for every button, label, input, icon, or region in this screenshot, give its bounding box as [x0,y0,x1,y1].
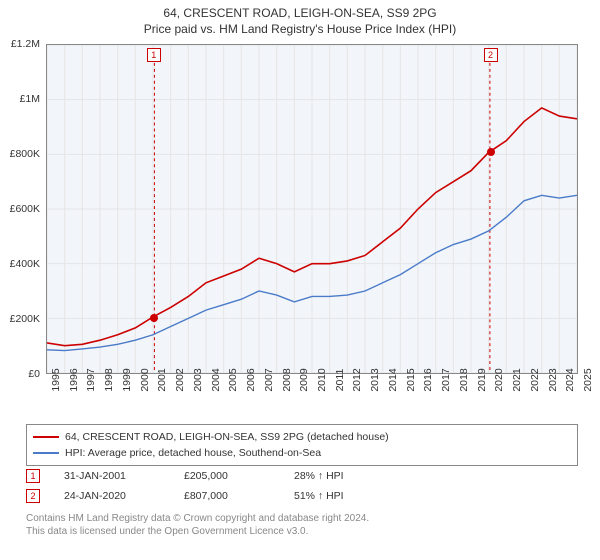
marker-badge-1: 1 [147,48,161,62]
data-point-price: £807,000 [184,490,294,502]
x-tick-label: 2015 [405,368,417,391]
data-point-row: 1 31-JAN-2001 £205,000 28% ↑ HPI [26,466,578,486]
x-tick-label: 1997 [85,368,97,391]
y-tick-label: £800K [10,148,40,160]
x-tick-label: 2011 [334,369,346,392]
data-point-row: 2 24-JAN-2020 £807,000 51% ↑ HPI [26,486,578,506]
y-tick-label: £400K [10,258,40,270]
x-tick-label: 2002 [174,368,186,391]
legend-label-hpi: HPI: Average price, detached house, Sout… [65,447,321,459]
x-tick-label: 1995 [50,368,62,391]
x-tick-label: 2005 [227,368,239,391]
y-tick-label: £0 [28,368,40,380]
x-tick-label: 2003 [192,368,204,391]
chart-plot [46,44,578,374]
legend-item-hpi: HPI: Average price, detached house, Sout… [33,445,571,461]
x-tick-label: 2018 [458,368,470,391]
x-tick-label: 2012 [351,368,363,391]
x-tick-label: 2013 [369,368,381,391]
data-points-table: 1 31-JAN-2001 £205,000 28% ↑ HPI 2 24-JA… [26,466,578,506]
data-point-hpi: 51% ↑ HPI [294,490,404,502]
y-tick-label: £1M [20,93,40,105]
x-tick-label: 1996 [68,368,80,391]
x-tick-label: 1999 [121,368,133,391]
x-tick-label: 2004 [210,368,222,391]
x-tick-label: 2021 [511,368,523,391]
x-axis-labels: 1995199619971998199920002001200220032004… [46,376,578,420]
data-point-date: 24-JAN-2020 [64,490,184,502]
legend-label-property: 64, CRESCENT ROAD, LEIGH-ON-SEA, SS9 2PG… [65,431,389,443]
x-tick-label: 2007 [263,368,275,391]
footer-attribution: Contains HM Land Registry data © Crown c… [26,512,578,538]
data-point-price: £205,000 [184,470,294,482]
x-tick-label: 2023 [547,368,559,391]
x-tick-label: 2014 [387,368,399,391]
chart-subtitle: Price paid vs. HM Land Registry's House … [0,22,600,36]
marker-dot-1 [150,314,158,322]
marker-badge-2: 2 [484,48,498,62]
x-tick-label: 2000 [139,368,151,391]
x-tick-label: 1998 [103,368,115,391]
legend-swatch-property [33,436,59,438]
legend: 64, CRESCENT ROAD, LEIGH-ON-SEA, SS9 2PG… [26,424,578,466]
x-tick-label: 2009 [298,368,310,391]
x-tick-label: 2008 [281,368,293,391]
x-tick-label: 2001 [156,368,168,391]
x-tick-label: 2019 [476,368,488,391]
data-point-hpi: 28% ↑ HPI [294,470,404,482]
chart-title: 64, CRESCENT ROAD, LEIGH-ON-SEA, SS9 2PG [0,6,600,20]
legend-item-property: 64, CRESCENT ROAD, LEIGH-ON-SEA, SS9 2PG… [33,429,571,445]
x-tick-label: 2016 [422,368,434,391]
x-tick-label: 2006 [245,368,257,391]
x-tick-label: 2010 [316,368,328,391]
marker-dot-2 [487,148,495,156]
x-tick-label: 2020 [493,368,505,391]
chart-area: 12 [46,44,578,374]
y-axis-labels: £0£200K£400K£600K£800K£1M£1.2M [0,44,44,374]
x-tick-label: 2017 [440,368,452,391]
y-tick-label: £600K [10,203,40,215]
data-point-date: 31-JAN-2001 [64,470,184,482]
data-point-badge: 2 [26,489,40,503]
x-tick-label: 2024 [564,368,576,391]
legend-swatch-hpi [33,452,59,454]
data-point-badge: 1 [26,469,40,483]
y-tick-label: £200K [10,313,40,325]
x-tick-label: 2022 [529,368,541,391]
footer-line1: Contains HM Land Registry data © Crown c… [26,512,578,525]
footer-line2: This data is licensed under the Open Gov… [26,525,578,538]
x-tick-label: 2025 [582,368,594,391]
y-tick-label: £1.2M [11,38,40,50]
